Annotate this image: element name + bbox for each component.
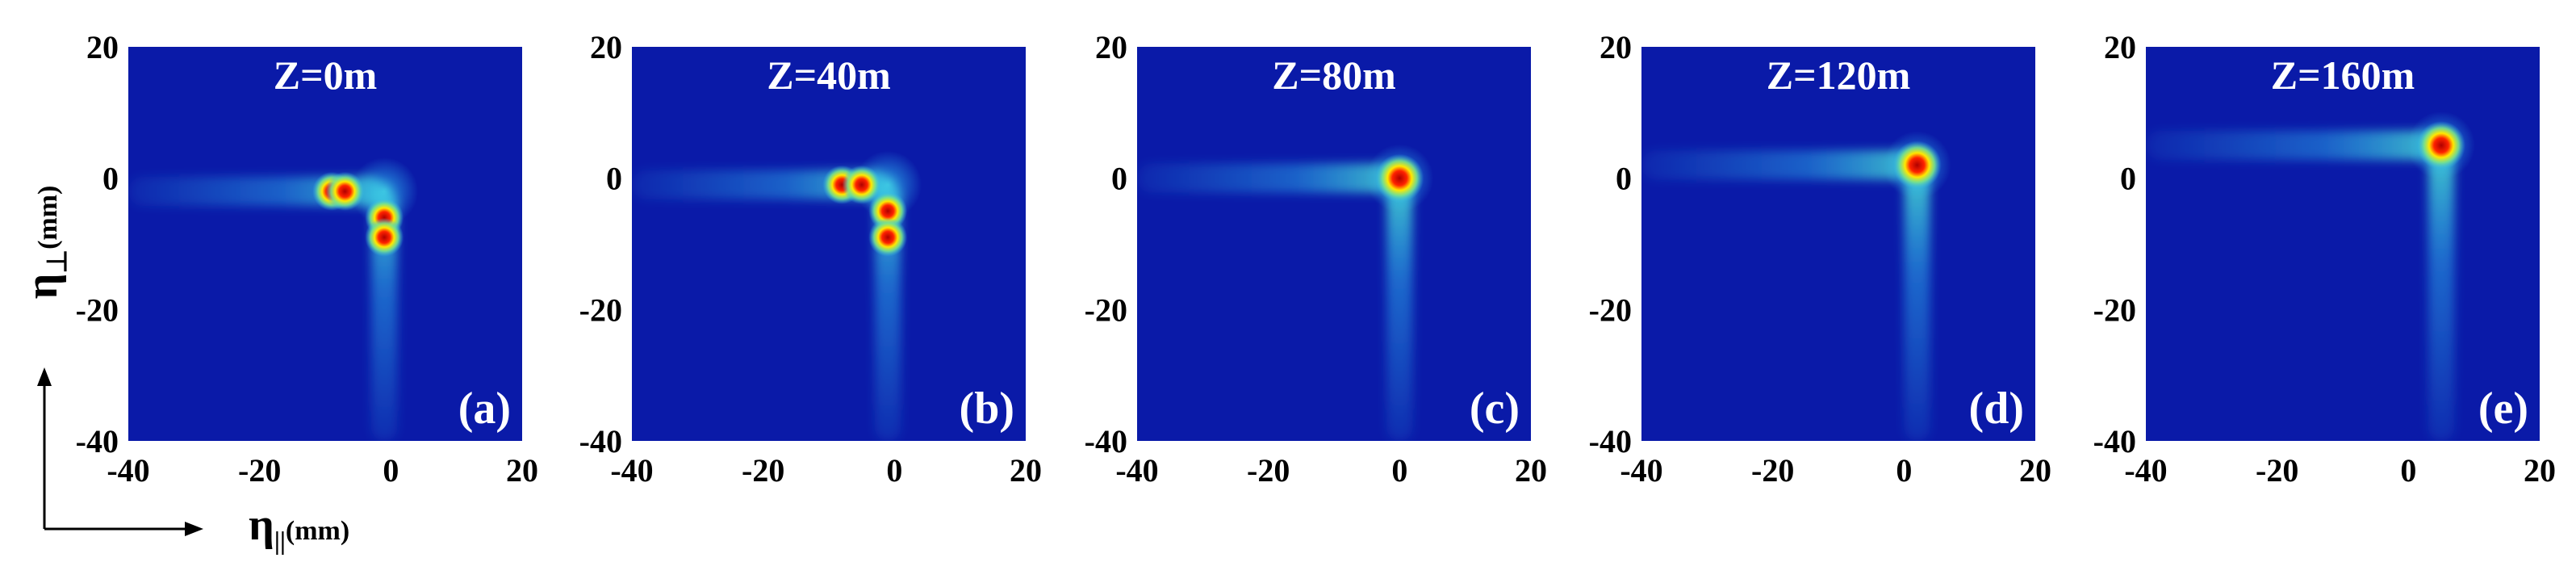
vertical-tail: [1386, 178, 1413, 441]
horizontal-tail: [632, 170, 889, 199]
x-tick-label: 0: [1391, 452, 1407, 489]
x-tick-label: 20: [506, 452, 538, 489]
hot-spot: [868, 217, 908, 257]
y-tick-label: -40: [2093, 423, 2136, 459]
panel-a: Z=0m (a) 20 0 -20 -40-40 -20 0 20: [76, 29, 538, 489]
y-tick-label: -40: [579, 423, 622, 459]
x-tick-label: -20: [742, 452, 784, 489]
panel-d: Z=120m (d) 20 0 -20 -40-40 -20 0 20: [1589, 29, 2051, 489]
panel-title: Z=40m: [767, 52, 891, 98]
x-axis-label: η||(mm): [249, 500, 349, 555]
vertical-tail: [1904, 165, 1930, 441]
hot-spot: [2417, 121, 2465, 170]
x-tick-label: 20: [2019, 452, 2051, 489]
y-axis-label: η⊥(mm): [17, 186, 73, 300]
x-tick-label: 0: [2400, 452, 2416, 489]
x-axis-symbol: η: [249, 500, 274, 550]
panel-c: Z=80m (c) 20 0 -20 -40-40 -20 0 20: [1085, 29, 1547, 489]
x-arrow-head: [185, 522, 203, 536]
y-arrow-head: [37, 367, 52, 386]
horizontal-tail: [1641, 150, 1917, 180]
y-tick-label: 20: [1095, 29, 1127, 65]
hot-spot: [1375, 153, 1424, 203]
y-tick-label: -20: [2093, 292, 2136, 328]
vertical-tail: [2428, 145, 2454, 441]
panel-label: (a): [458, 384, 511, 434]
x-tick-label: -20: [1247, 452, 1290, 489]
y-tick-label: 0: [102, 161, 119, 197]
plot-background: [1137, 47, 1531, 441]
y-tick-label: -40: [1589, 423, 1632, 459]
plot-background: [1641, 47, 2035, 441]
y-tick-label: 0: [2120, 161, 2136, 197]
x-axis-unit: (mm): [286, 516, 349, 546]
y-tick-label: -20: [76, 292, 119, 328]
horizontal-tail: [1137, 163, 1400, 193]
intensity-map: [632, 150, 922, 441]
y-tick-label: 0: [1111, 161, 1127, 197]
plot-background: [632, 47, 1026, 441]
x-tick-label: -20: [2256, 452, 2298, 489]
x-tick-label: -40: [1115, 452, 1158, 489]
panel-title: Z=0m: [274, 52, 378, 98]
hot-spot: [365, 217, 404, 257]
x-tick-label: -40: [1620, 452, 1662, 489]
x-tick-label: 20: [1515, 452, 1547, 489]
y-tick-label: 20: [1600, 29, 1632, 65]
panel-label: (d): [1969, 384, 2024, 434]
horizontal-tail: [2146, 131, 2441, 160]
y-axis-symbol: η: [17, 274, 67, 300]
x-tick-label: -40: [2124, 452, 2167, 489]
intensity-map: [2146, 111, 2475, 441]
panel-label: (e): [2478, 384, 2528, 434]
panel-title: Z=80m: [1272, 52, 1396, 98]
hot-spot: [1892, 141, 1942, 190]
y-tick-label: 0: [1616, 161, 1632, 197]
panel-label: (c): [1470, 384, 1520, 434]
panel-title: Z=120m: [1767, 52, 1911, 98]
x-tick-label: 20: [1010, 452, 1042, 489]
y-tick-label: 20: [86, 29, 119, 65]
hot-spot: [325, 171, 365, 211]
y-tick-label: -20: [579, 292, 622, 328]
x-tick-label: -40: [610, 452, 653, 489]
plot-background: [128, 47, 522, 441]
panels: Z=0m(a)200-20-40-40 -20 0 20Z=40m(b)200-20-…: [76, 29, 2556, 489]
y-axis-subscript: ⊥: [43, 250, 73, 274]
y-tick-label: 20: [590, 29, 622, 65]
x-tick-label: -20: [1751, 452, 1794, 489]
plot-background: [2146, 47, 2540, 441]
y-tick-label: -20: [1085, 292, 1127, 328]
intensity-map: [1641, 131, 1951, 441]
x-tick-label: 20: [2524, 452, 2556, 489]
hot-spot: [842, 165, 881, 204]
panel-e: Z=160m (e) 20 0 -20 -40-40 -20 0 20: [2093, 29, 2556, 489]
x-tick-label: 0: [383, 452, 399, 489]
y-tick-label: -20: [1589, 292, 1632, 328]
x-axis-subscript: ||: [274, 526, 286, 555]
panel-label: (b): [960, 384, 1014, 434]
y-tick-label: -40: [1085, 423, 1127, 459]
x-tick-label: -40: [107, 452, 149, 489]
y-tick-label: 20: [2104, 29, 2136, 65]
intensity-map: [128, 157, 419, 441]
y-axis-unit: (mm): [33, 186, 63, 250]
y-tick-label: 0: [606, 161, 622, 197]
panel-title: Z=160m: [2271, 52, 2415, 98]
x-tick-label: 0: [886, 452, 902, 489]
y-tick-label: -40: [76, 423, 119, 459]
axes-indicator: η⊥(mm) η||(mm): [17, 186, 349, 555]
panel-b: Z=40m (b) 20 0 -20 -40-40 -20 0 20: [579, 29, 1042, 489]
intensity-map: [1137, 144, 1434, 441]
svg-text:η⊥(mm): η⊥(mm): [17, 186, 73, 300]
x-tick-label: 0: [1896, 452, 1912, 489]
x-tick-label: -20: [238, 452, 281, 489]
